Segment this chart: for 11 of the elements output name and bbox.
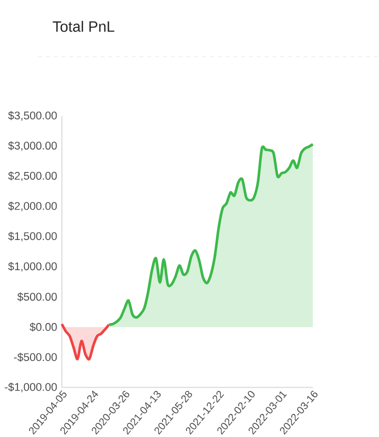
y-tick-label: $1,500.00 <box>8 232 57 242</box>
y-tick-label: $3,500.00 <box>8 111 57 121</box>
y-tick-label: $2,500.00 <box>8 171 57 182</box>
y-tick-label: $2,000.00 <box>8 202 57 212</box>
y-tick-label: $3,000.00 <box>8 141 57 151</box>
y-tick-label: -$500.00 <box>14 352 57 362</box>
y-tick-label: $1,000.00 <box>8 262 57 272</box>
y-tick-label: $0.00 <box>30 322 57 332</box>
y-tick-label: -$1,000.00 <box>4 382 57 392</box>
chart-title: Total PnL <box>52 20 114 32</box>
y-tick-label: $500.00 <box>17 292 57 302</box>
